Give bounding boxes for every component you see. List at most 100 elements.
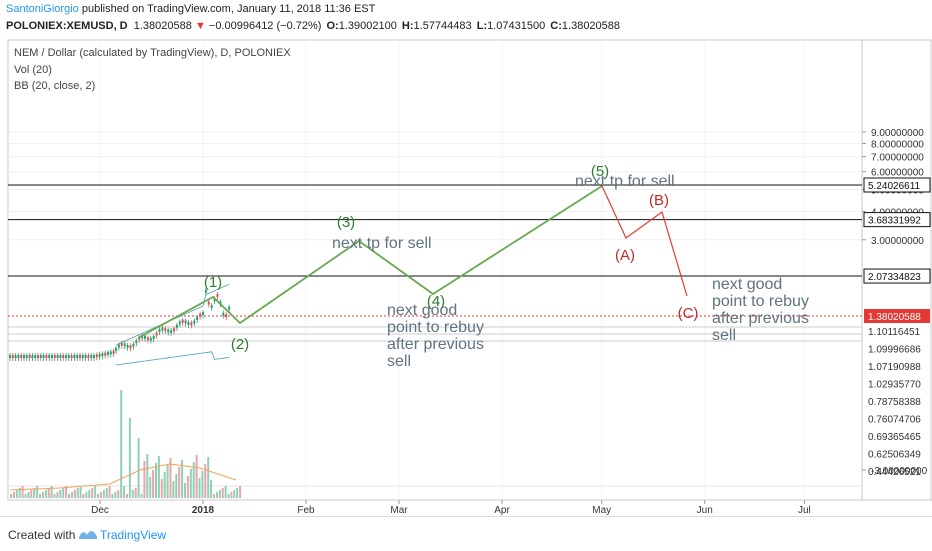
volume-bar bbox=[207, 457, 210, 498]
price-tick-label: 6.00000000 bbox=[871, 168, 924, 179]
price-label-box bbox=[863, 268, 931, 284]
low-label: L: bbox=[476, 20, 488, 32]
volume-bar bbox=[18, 488, 21, 498]
current-price-badge bbox=[864, 308, 930, 323]
price-label: 1.10116451 bbox=[868, 327, 921, 338]
time-tick-label: Apr bbox=[494, 505, 510, 516]
candle-body bbox=[67, 355, 70, 358]
open-label: O: bbox=[326, 20, 339, 32]
volume-bar bbox=[105, 488, 108, 498]
candle-body bbox=[62, 355, 65, 358]
candle-body bbox=[73, 355, 76, 358]
time-tick-label: May bbox=[592, 505, 611, 516]
volume-bar bbox=[12, 492, 15, 498]
candle-body bbox=[170, 330, 173, 334]
down-arrow-icon: ▼ bbox=[194, 20, 206, 32]
time-tick-label: Jul bbox=[798, 505, 811, 516]
volume-bar bbox=[44, 490, 47, 498]
candle-body bbox=[210, 305, 213, 309]
candle-body bbox=[76, 355, 79, 358]
candle-body bbox=[132, 343, 135, 347]
wave-annotation: next good bbox=[387, 302, 457, 319]
candle-body bbox=[87, 355, 90, 358]
candle-body bbox=[175, 324, 178, 328]
volume-bar bbox=[239, 486, 242, 498]
volume-bar bbox=[79, 486, 82, 498]
wave-annotation: after previous bbox=[387, 336, 484, 353]
volume-bar bbox=[50, 486, 53, 498]
high-value: 1.57744483 bbox=[413, 20, 472, 32]
wave-label: (B) bbox=[649, 192, 669, 209]
published-text: published on TradingView.com, January 11… bbox=[78, 3, 376, 15]
candle-body bbox=[101, 353, 104, 357]
wave-label: (2) bbox=[231, 336, 249, 353]
candle-body bbox=[51, 355, 53, 358]
volume-bar bbox=[131, 490, 134, 498]
candle-body bbox=[207, 301, 210, 305]
candle-body bbox=[28, 355, 31, 358]
volume-bar bbox=[97, 494, 99, 498]
volume-bar bbox=[155, 463, 157, 498]
corrective-wave-line[interactable] bbox=[601, 185, 688, 297]
candle-body bbox=[120, 342, 123, 346]
candle-body bbox=[190, 322, 193, 326]
candle-body bbox=[37, 355, 39, 358]
candle-body bbox=[187, 321, 190, 325]
candle-body bbox=[93, 355, 95, 358]
plot-area bbox=[7, 39, 863, 501]
volume-bar bbox=[221, 488, 224, 498]
volume-bar bbox=[76, 488, 79, 498]
volume-bar bbox=[163, 472, 166, 498]
tradingview-logo-icon[interactable] bbox=[78, 527, 98, 541]
volume-bar bbox=[123, 486, 126, 498]
candle-body bbox=[173, 328, 175, 332]
volume-bar bbox=[149, 477, 152, 498]
candle-body bbox=[115, 348, 117, 351]
candle-body bbox=[155, 332, 158, 336]
volume-bar bbox=[233, 490, 236, 498]
impulse-wave-line[interactable] bbox=[137, 185, 603, 339]
footer: Created with TradingView bbox=[0, 516, 932, 551]
candle-body bbox=[45, 355, 48, 358]
price-label: 5.24026611 bbox=[868, 181, 921, 192]
volume-bar bbox=[236, 488, 239, 498]
price-label: 0.76074706 bbox=[868, 415, 921, 426]
price-label: 3.68331992 bbox=[868, 216, 921, 227]
wave-label: (A) bbox=[615, 247, 635, 264]
volume-bar bbox=[33, 488, 36, 498]
candle-body bbox=[129, 345, 132, 349]
candle-body bbox=[199, 313, 202, 317]
candle-body bbox=[112, 350, 115, 354]
author-link[interactable]: SantoniGiorgio bbox=[6, 3, 79, 15]
volume-bar bbox=[152, 470, 155, 498]
candle-body bbox=[104, 352, 107, 356]
wave-annotation: after previous bbox=[712, 310, 809, 327]
price-label: 1.02935770 bbox=[868, 380, 921, 391]
wave-annotation: next tp for sell bbox=[332, 235, 432, 252]
volume-bar bbox=[91, 488, 94, 498]
volume-bar bbox=[114, 492, 117, 498]
candle-body bbox=[126, 344, 129, 348]
candle-body bbox=[59, 355, 62, 358]
candle-body bbox=[149, 337, 152, 341]
close-value: 1.38020588 bbox=[561, 20, 621, 32]
wave-label: (3) bbox=[337, 214, 355, 231]
symbol-label: POLONIEX:XEMUSD, D bbox=[6, 20, 128, 32]
volume-bar bbox=[120, 390, 123, 498]
candle-body bbox=[202, 312, 204, 316]
volume-ma-line bbox=[9, 463, 237, 491]
close-label: C: bbox=[550, 20, 562, 32]
candle-body bbox=[225, 314, 228, 318]
volume-bar bbox=[15, 490, 18, 498]
candle-body bbox=[17, 355, 20, 358]
volume-bar bbox=[56, 492, 59, 498]
volume-bar bbox=[27, 492, 30, 498]
volume-bar bbox=[215, 492, 218, 498]
price-label: 0.44426521 bbox=[868, 467, 921, 478]
created-with-text: Created with bbox=[8, 528, 76, 542]
tradingview-brand-link[interactable]: TradingView bbox=[100, 528, 167, 542]
candle-body bbox=[65, 355, 67, 358]
candle-body bbox=[164, 328, 167, 332]
volume-bar bbox=[175, 474, 178, 498]
